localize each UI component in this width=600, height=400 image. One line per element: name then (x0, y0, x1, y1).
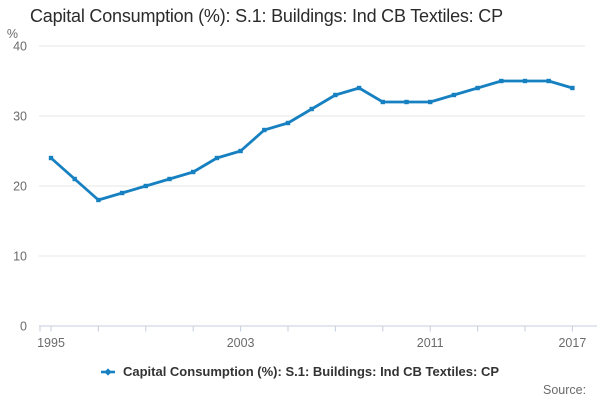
data-point-marker (238, 148, 243, 154)
legend-line-marker-icon (100, 367, 115, 376)
data-point-marker (570, 85, 575, 91)
data-point-marker (285, 120, 291, 126)
data-point-marker (48, 155, 54, 161)
data-point-marker (546, 78, 551, 84)
data-point-marker (72, 176, 77, 182)
data-point-marker (404, 99, 409, 105)
data-point-marker (333, 92, 338, 98)
x-tick-label: 2017 (558, 336, 586, 350)
x-tick-label: 1995 (37, 336, 65, 350)
data-point-marker (309, 106, 314, 112)
data-point-marker (522, 78, 528, 84)
data-line (49, 79, 574, 202)
data-point-marker (143, 183, 148, 189)
chart-title: Capital Consumption (%): S.1: Buildings:… (30, 6, 503, 26)
data-point-marker (167, 176, 172, 182)
data-point-marker (475, 85, 480, 91)
data-point-marker (451, 92, 457, 98)
y-tick-label: 30 (13, 109, 27, 123)
data-point-marker (356, 85, 362, 91)
legend: Capital Consumption (%): S.1: Buildings:… (0, 364, 600, 379)
y-axis-unit-label: % (6, 27, 18, 41)
x-tick-label: 2011 (417, 336, 444, 350)
data-point-marker (428, 99, 433, 105)
data-point-marker (119, 190, 125, 196)
data-point-marker (191, 169, 196, 175)
y-tick-label: 10 (13, 249, 27, 263)
y-tick-label: 40 (13, 39, 27, 53)
legend-series-label: Capital Consumption (%): S.1: Buildings:… (122, 364, 500, 379)
source-label: Source: (543, 383, 587, 397)
data-point-marker (380, 99, 385, 105)
y-tick-label: 20 (13, 179, 27, 193)
y-tick-label: 0 (20, 319, 27, 333)
data-point-marker (214, 155, 220, 161)
data-point-marker (96, 197, 101, 203)
data-point-marker (499, 78, 504, 84)
data-point-marker (262, 127, 267, 133)
legend-point-icon (104, 367, 112, 376)
x-tick-label: 2003 (227, 336, 255, 350)
